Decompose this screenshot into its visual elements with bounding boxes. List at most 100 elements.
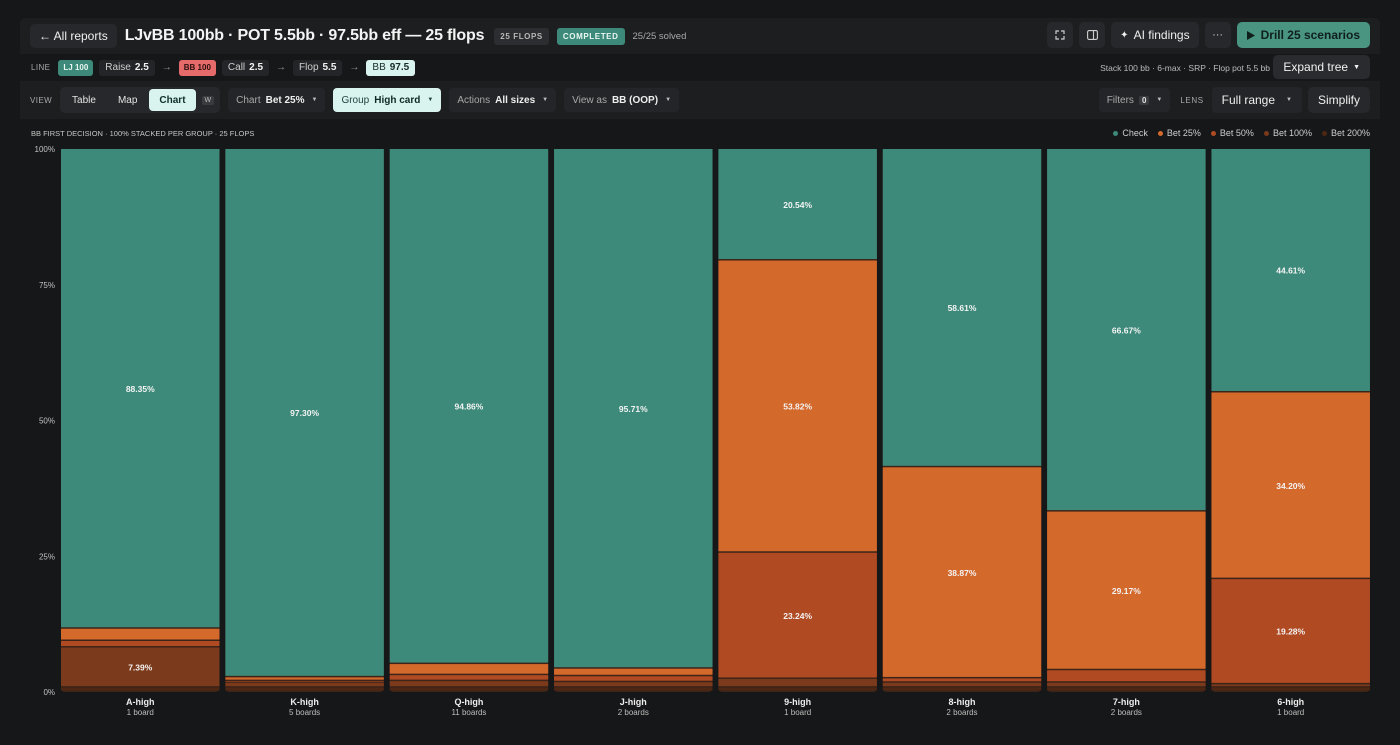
data-label: 44.61% [1276,266,1305,276]
legend-label: Check [1122,128,1148,138]
x-sublabel: 1 board [1277,708,1304,717]
y-tick-label: 100% [35,145,55,154]
tab-table[interactable]: Table [72,94,96,106]
bar-segment-check [882,149,1042,466]
data-label: 95.71% [619,404,648,414]
bar-segment-bet-100pct [1211,684,1370,687]
x-sublabel: 11 boards [451,708,486,717]
x-sublabel: 1 board [127,708,154,717]
report-window: ← All reports LJvBB 100bb · POT 5.5bb · … [20,18,1380,725]
filters-button[interactable]: Filters 0 ▼ [1098,88,1171,112]
bar-segment-bet-100pct [61,647,220,687]
arrow-icon: → [161,62,172,73]
lj-stack-chip[interactable]: LJ 100 [58,59,94,76]
drill-scenarios-button[interactable]: Drill 25 scenarios [1236,22,1370,48]
x-category-label: J-high [620,697,647,707]
chevron-down-icon: ▼ [542,97,549,103]
filters-count-badge: 0 [1138,95,1150,105]
bar-segment-bet-200pct [718,687,877,691]
chart-area: 0% 25% 50% 75% 100% 7.39% 88.35% A-high 1 board 9… [20,119,1380,725]
raise-value: 2.5 [134,62,149,73]
bar-segment-bet-200pct [389,687,549,691]
legend-item-bet-200pct[interactable]: Bet 200% [1321,128,1370,138]
view-as-select[interactable]: View as BB (OOP) ▼ [564,88,680,112]
sparkle-icon: ✦ [1120,29,1129,41]
legend-item-bet-100pct[interactable]: Bet 100% [1263,128,1312,138]
bar-segment-bet-200pct [225,687,384,691]
legend-label: Bet 100% [1272,128,1312,138]
shortcut-hint: W [201,95,215,105]
x-sublabel: 1 board [784,708,811,717]
x-category-label: 8-high [949,697,976,707]
more-icon[interactable]: ··· [1204,22,1231,48]
simplify-button[interactable]: Simplify [1307,87,1370,113]
bar-segment-bet-25pct [882,467,1042,677]
chart-legend: Check Bet 25% Bet 50% Bet 100% Bet 200% [1113,128,1370,138]
sidebar-toggle-icon[interactable] [1079,22,1106,48]
solved-count: 25/25 solved [632,30,687,42]
actions-select[interactable]: Actions All sizes ▼ [449,88,557,112]
tab-map[interactable]: Map [117,94,138,106]
group-select-label: Group [341,94,370,106]
call-value: 2.5 [249,62,264,73]
legend-label: Bet 25% [1166,128,1201,138]
lens-select[interactable]: Full range ▼ [1211,87,1302,113]
bar-segment-bet-25pct [1211,392,1370,578]
tab-chart[interactable]: Chart [149,89,196,111]
legend-item-bet-50pct[interactable]: Bet 50% [1210,128,1254,138]
action-line: LINE LJ 100 Raise 2.5 → BB 100 Call 2.5 … [20,54,1380,81]
data-label: 66.67% [1112,325,1141,335]
y-tick-label: 25% [39,552,55,561]
chart-select[interactable]: Chart Bet 25% ▼ [228,88,326,112]
bar-segment-bet-200pct [61,687,220,691]
view-toolbar: VIEW Table Map Chart W Chart Bet 25% ▼ G… [20,86,1380,114]
expand-tree-button[interactable]: Expand tree ▼ [1273,55,1370,79]
group-select[interactable]: Group High card ▼ [333,88,442,112]
x-category-label: Q-high [454,697,483,707]
x-sublabel: 5 boards [289,708,320,717]
chevron-down-icon: ▼ [1286,97,1292,103]
back-button[interactable]: ← All reports [30,24,117,48]
x-category-label: K-high [290,697,319,707]
x-category-label: 7-high [1113,697,1140,707]
data-label: 29.17% [1112,586,1141,596]
lens-value: Full range [1221,93,1276,107]
chevron-down-icon: ▼ [1156,97,1163,103]
call-label: Call [227,62,246,73]
chevron-down-icon: ▼ [1353,63,1360,71]
line-label: LINE [31,63,51,72]
legend-item-bet-25pct[interactable]: Bet 25% [1157,128,1201,138]
bar-segment-check [718,149,877,260]
bar-segment-bet-200pct [554,687,713,691]
legend-item-check[interactable]: Check [1113,128,1148,138]
x-category-label: A-high [126,697,155,707]
legend-swatch [1113,131,1119,137]
fullscreen-icon[interactable] [1047,22,1074,48]
ai-findings-button[interactable]: ✦ AI findings [1111,22,1199,48]
expand-tree-label: Expand tree [1283,60,1349,74]
bar-segment-check [554,149,713,668]
raise-chip[interactable]: Raise 2.5 [99,59,155,76]
bar-segment-bet-50pct [554,676,713,681]
data-label: 53.82% [783,402,812,412]
x-category-label: 6-high [1277,697,1304,707]
legend-swatch [1263,131,1269,137]
actions-select-value: All sizes [495,94,536,106]
data-label: 23.24% [783,611,812,621]
bar-segment-bet-100pct [1047,682,1206,687]
legend-swatch [1157,131,1163,137]
bar-segment-bet-25pct [718,260,877,552]
bar-segment-bet-50pct [1047,670,1206,682]
bar-segment-bet-50pct [1211,579,1370,683]
bar-segment-check [389,149,549,663]
bb-current-chip[interactable]: BB 97.5 [366,59,416,76]
flop-value: 5.5 [322,62,337,73]
flop-chip[interactable]: Flop 5.5 [293,59,343,76]
call-chip[interactable]: Call 2.5 [221,59,270,76]
bar-segment-bet-50pct [389,675,549,680]
bb-value: 97.5 [389,62,410,73]
bb-stack-chip[interactable]: BB 100 [178,59,216,76]
bar-segment-check [1211,149,1370,391]
y-tick-label: 75% [39,281,55,290]
view-right-controls: Filters 0 ▼ LENS Full range ▼ Simplify [1098,86,1370,114]
